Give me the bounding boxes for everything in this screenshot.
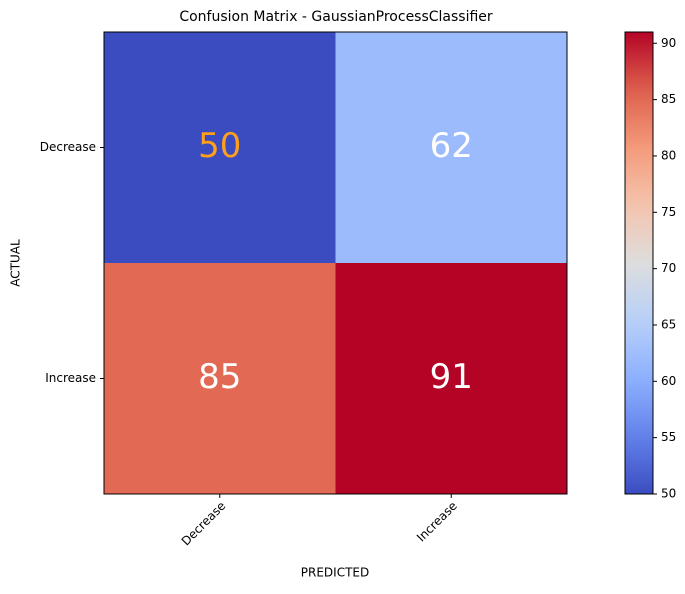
colorbar bbox=[624, 31, 654, 495]
x-tick-label: Decrease bbox=[179, 499, 229, 549]
plot-frame bbox=[103, 31, 568, 495]
colorbar-tick-label: 90 bbox=[661, 36, 676, 50]
heatmap-cell bbox=[104, 32, 336, 264]
heatmap-cell bbox=[104, 263, 336, 495]
y-axis-label: ACTUAL bbox=[9, 239, 23, 287]
colorbar-tick-label: 55 bbox=[661, 430, 676, 444]
colorbar-tick-label: 50 bbox=[661, 487, 676, 501]
y-tick-label: Increase bbox=[45, 371, 96, 385]
chart-title: Confusion Matrix - GaussianProcessClassi… bbox=[179, 9, 493, 25]
x-axis-label: PREDICTED bbox=[301, 566, 369, 580]
colorbar-tick-label: 75 bbox=[661, 205, 676, 219]
colorbar-tick-label: 60 bbox=[661, 374, 676, 388]
heatmap-cell bbox=[335, 32, 568, 264]
cell-value-label: 62 bbox=[430, 126, 473, 166]
cell-value-label: 91 bbox=[430, 357, 473, 397]
colorbar-tick-label: 85 bbox=[661, 92, 676, 106]
y-tick-label: Decrease bbox=[40, 140, 96, 154]
heatmap-cell bbox=[335, 263, 568, 495]
colorbar-tick-label: 70 bbox=[661, 261, 676, 275]
x-tick-label: Increase bbox=[414, 499, 460, 545]
colorbar-tick-label: 65 bbox=[661, 317, 676, 331]
cell-value-label: 50 bbox=[198, 126, 241, 166]
colorbar-tick-label: 80 bbox=[661, 148, 676, 162]
cell-value-label: 85 bbox=[198, 357, 241, 397]
